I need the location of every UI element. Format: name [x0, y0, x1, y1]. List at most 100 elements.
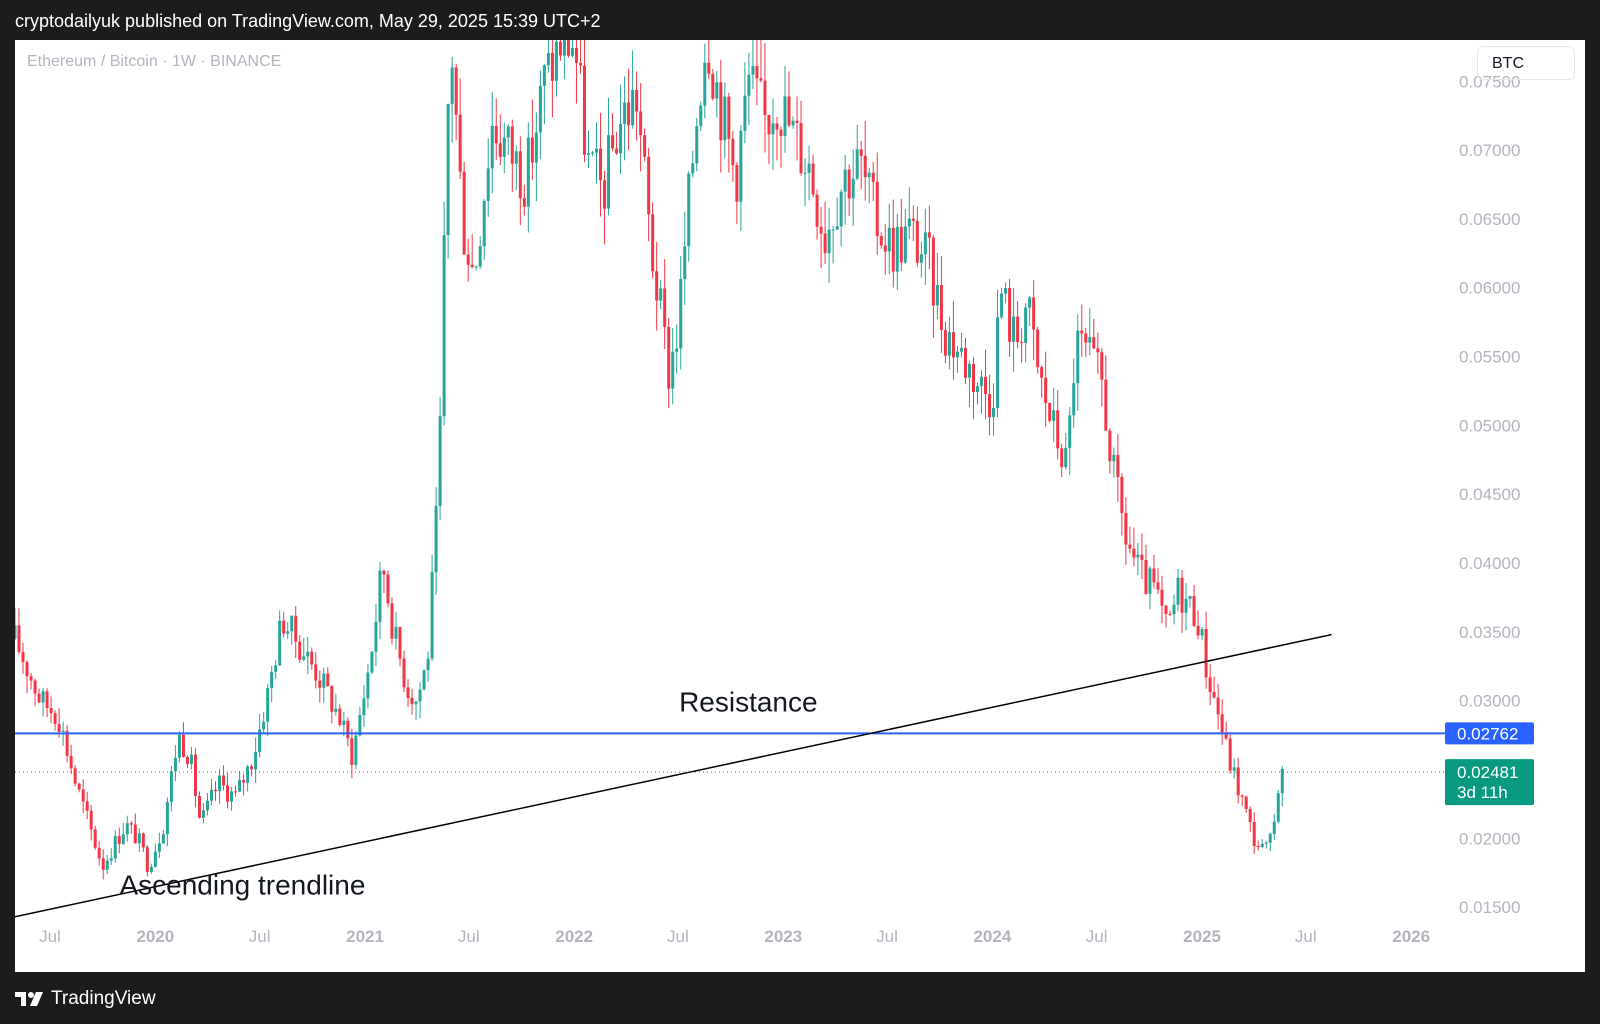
candle-body: [875, 181, 879, 237]
candle-body: [899, 226, 903, 263]
candle-body: [763, 80, 767, 115]
candle-body: [318, 680, 322, 688]
candle-body: [578, 62, 582, 66]
candle-body: [663, 288, 667, 327]
candle-body: [1088, 337, 1092, 343]
candle-body: [334, 708, 338, 712]
candle-body: [125, 823, 129, 835]
candle-body: [65, 730, 69, 756]
candle-body: [258, 729, 262, 753]
candle-body: [963, 347, 967, 378]
candle-body: [446, 104, 450, 236]
candle-body: [847, 169, 851, 199]
candle-body: [242, 779, 246, 783]
time-axis[interactable]: Jul 2020 Jul 2021 Jul 2022 Jul 2023 Jul 2024 Jul 20…: [39, 927, 1430, 946]
publisher-header: cryptodailyuk published on TradingView.c…: [15, 11, 601, 31]
current-price-label: 0.02481: [1457, 763, 1518, 782]
candle-body: [189, 754, 193, 765]
candles-layer: [15, 40, 1284, 880]
candle-body: [915, 220, 919, 263]
candle-body: [1276, 793, 1280, 822]
candle-body: [639, 111, 643, 136]
candle-body: [382, 570, 386, 575]
x-tick-label: Jul: [667, 927, 689, 946]
footer-branding: TradingView: [15, 988, 156, 1010]
candle-body: [811, 163, 815, 195]
candle-body: [1228, 738, 1232, 771]
candle-body: [262, 721, 266, 730]
candle-body: [354, 735, 358, 765]
candle-body: [611, 135, 615, 149]
candle-body: [554, 41, 558, 81]
currency-unit-button[interactable]: BTC: [1477, 46, 1575, 80]
candle-body: [165, 802, 169, 835]
candle-body: [1016, 316, 1020, 343]
candle-body: [1104, 379, 1108, 431]
candle-body: [1220, 714, 1224, 733]
candle-body: [534, 132, 538, 163]
candle-body: [1072, 383, 1076, 416]
resistance-price-tag: [1445, 722, 1534, 745]
candle-body: [623, 102, 627, 124]
candle-body: [506, 126, 510, 138]
candle-body: [1004, 287, 1008, 294]
candle-body: [1196, 625, 1200, 636]
candle-body: [101, 858, 105, 870]
candle-body: [346, 720, 350, 739]
candle-body: [671, 351, 675, 389]
candle-body: [526, 137, 530, 207]
candle-body: [679, 278, 683, 349]
candle-body: [89, 810, 93, 830]
candle-body: [731, 138, 735, 166]
candle-body: [871, 172, 875, 182]
candle-body: [230, 791, 234, 802]
price-axis[interactable]: 0.07500 0.07000 0.06500 0.06000 0.05500 0.050…: [1459, 72, 1520, 917]
candle-body: [161, 834, 165, 844]
candle-body: [891, 227, 895, 272]
candle-body: [635, 90, 639, 112]
candle-body: [462, 171, 466, 255]
candle-body: [883, 245, 887, 252]
candle-body: [971, 363, 975, 392]
candle-body: [951, 332, 955, 358]
candle-body: [370, 651, 374, 673]
candle-body: [173, 757, 177, 772]
tradingview-logo-icon: [15, 992, 43, 1006]
candle-body: [434, 505, 438, 573]
candle-body: [574, 47, 578, 63]
candle-body: [514, 151, 518, 164]
candle-body: [1224, 732, 1228, 739]
candle-body: [466, 254, 470, 265]
candle-body: [274, 665, 278, 672]
candle-body: [1036, 329, 1040, 368]
candle-body: [498, 143, 502, 157]
ascending-trendline: [15, 633, 1332, 918]
candle-body: [1268, 833, 1272, 843]
candle-body: [815, 194, 819, 227]
candle-body: [330, 686, 334, 712]
candle-body: [1272, 821, 1276, 834]
candle-body: [214, 789, 218, 792]
candle-body: [675, 348, 679, 352]
chart-panel[interactable]: Resistance Ascending trendline 0.07500 0.0…: [15, 40, 1585, 972]
candle-body: [599, 148, 603, 181]
candle-body: [707, 62, 711, 74]
candle-body: [193, 754, 197, 796]
candle-body: [226, 785, 230, 802]
candle-body: [992, 407, 996, 418]
candle-body: [73, 768, 77, 784]
symbol-title: Ethereum / Bitcoin · 1W · BINANCE: [27, 53, 282, 70]
candle-body: [458, 114, 462, 172]
candle-body: [302, 656, 306, 660]
candle-body: [947, 332, 951, 356]
y-tick-label: 0.03000: [1459, 692, 1520, 711]
y-tick-label: 0.03500: [1459, 623, 1520, 642]
candle-body: [394, 626, 398, 639]
candle-body: [787, 96, 791, 126]
candle-body: [803, 172, 807, 174]
candle-body: [1184, 598, 1188, 613]
candle-body: [735, 165, 739, 202]
candle-body: [169, 771, 173, 803]
